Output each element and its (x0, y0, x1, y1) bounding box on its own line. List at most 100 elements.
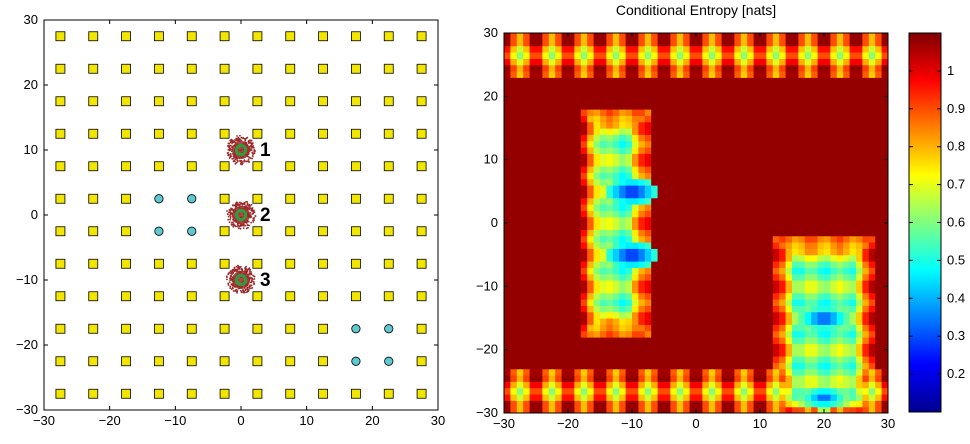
yellow-square-marker (55, 323, 66, 334)
heatmap-cell (875, 273, 883, 281)
heatmap-cell (561, 242, 569, 249)
heatmap-cell (504, 109, 511, 116)
heatmap-cell (593, 204, 601, 211)
heatmap-cell (862, 33, 870, 40)
heatmap-cell (881, 267, 888, 275)
heatmap-cell (785, 134, 793, 142)
heatmap-cell (836, 394, 844, 401)
heatmap-cell (830, 52, 838, 59)
heatmap-cell (747, 102, 755, 110)
heatmap-cell (760, 210, 767, 218)
heatmap-cell (670, 400, 678, 408)
heatmap-cell (836, 90, 844, 97)
heatmap-cell (651, 58, 659, 66)
heatmap-cell (798, 147, 806, 154)
heatmap-cell (683, 362, 691, 370)
heatmap-cell (798, 77, 806, 85)
heatmap-cell (542, 147, 550, 154)
heatmap-cell (843, 254, 851, 262)
heatmap-cell (638, 242, 646, 249)
heatmap-cell (529, 400, 537, 408)
heatmap-cell (548, 96, 556, 104)
heatmap-cell (728, 178, 735, 186)
heatmap-cell (580, 362, 588, 370)
heatmap-cell (542, 242, 550, 249)
heatmap-cell (600, 305, 607, 313)
heatmap-cell (766, 102, 774, 110)
heatmap-cell (772, 52, 780, 59)
heatmap-cell (734, 147, 742, 154)
heatmap-cell (779, 337, 787, 344)
heatmap-cell (811, 64, 819, 72)
heatmap-cell (676, 362, 684, 370)
colorbar-tick-label: 1 (947, 63, 954, 78)
heatmap-cell (715, 45, 723, 53)
heatmap-cell (843, 223, 851, 230)
heatmap-cell (740, 337, 748, 344)
heatmap-cell (600, 311, 607, 319)
heatmap-cell (753, 115, 761, 123)
heatmap-cell (868, 216, 876, 224)
heatmap-cell (798, 235, 806, 243)
yellow-square-marker (252, 193, 263, 204)
heatmap-cell (830, 337, 838, 344)
y-tick-label: 20 (24, 77, 38, 92)
heatmap-cell (843, 286, 851, 294)
heatmap-cell (696, 159, 703, 167)
heatmap-cell (561, 109, 569, 116)
heatmap-cell (868, 242, 876, 249)
heatmap-cell (824, 102, 831, 110)
heatmap-cell (536, 121, 543, 129)
heatmap-cell (625, 261, 633, 268)
heatmap-cell (510, 210, 518, 218)
heatmap-cell (657, 121, 665, 129)
heatmap-cell (606, 286, 614, 294)
heatmap-cell (792, 280, 799, 287)
heatmap-cell (600, 292, 607, 300)
heatmap-cell (772, 261, 780, 268)
heatmap-cell (644, 147, 652, 154)
heatmap-cell (536, 387, 543, 395)
heatmap-cell (625, 147, 633, 154)
heatmap-cell (600, 280, 607, 287)
heatmap-cell (715, 406, 723, 413)
heatmap-cell (516, 147, 524, 154)
heatmap-cell (721, 343, 729, 351)
heatmap-cell (753, 140, 761, 148)
heatmap-cell (760, 235, 767, 243)
heatmap-cell (606, 311, 614, 319)
heatmap-cell (836, 400, 844, 408)
heatmap-cell (804, 128, 812, 135)
heatmap-cell (516, 121, 524, 129)
heatmap-cell (523, 311, 531, 319)
heatmap-cell (728, 102, 735, 110)
heatmap-cell (568, 299, 575, 306)
heatmap-cell (728, 406, 735, 413)
heatmap-cell (504, 83, 511, 91)
heatmap-cell (862, 166, 870, 173)
heatmap-cell (753, 261, 761, 268)
heatmap-cell (792, 128, 799, 135)
heatmap-cell (612, 330, 620, 338)
heatmap-cell (580, 140, 588, 148)
heatmap-cell (510, 261, 518, 268)
heatmap-cell (804, 375, 812, 382)
yellow-square-marker (351, 63, 361, 74)
heatmap-cell (516, 324, 524, 332)
heatmap-cell (798, 324, 806, 332)
heatmap-cell (881, 400, 888, 408)
heatmap-cell (504, 147, 511, 154)
scatter-marks: 123 (55, 31, 427, 399)
heatmap-cell (657, 394, 665, 401)
heatmap-cell (766, 33, 774, 40)
heatmap-cell (740, 216, 748, 224)
yellow-square-marker (55, 258, 66, 269)
heatmap-cell (824, 375, 831, 382)
heatmap-cell (657, 77, 665, 85)
heatmap-cell (632, 254, 639, 262)
x-tick-label: 0 (692, 416, 699, 431)
heatmap-cell (568, 121, 575, 129)
heatmap-cell (644, 128, 652, 135)
heatmap-cell (760, 343, 767, 351)
heatmap-cell (875, 286, 883, 294)
